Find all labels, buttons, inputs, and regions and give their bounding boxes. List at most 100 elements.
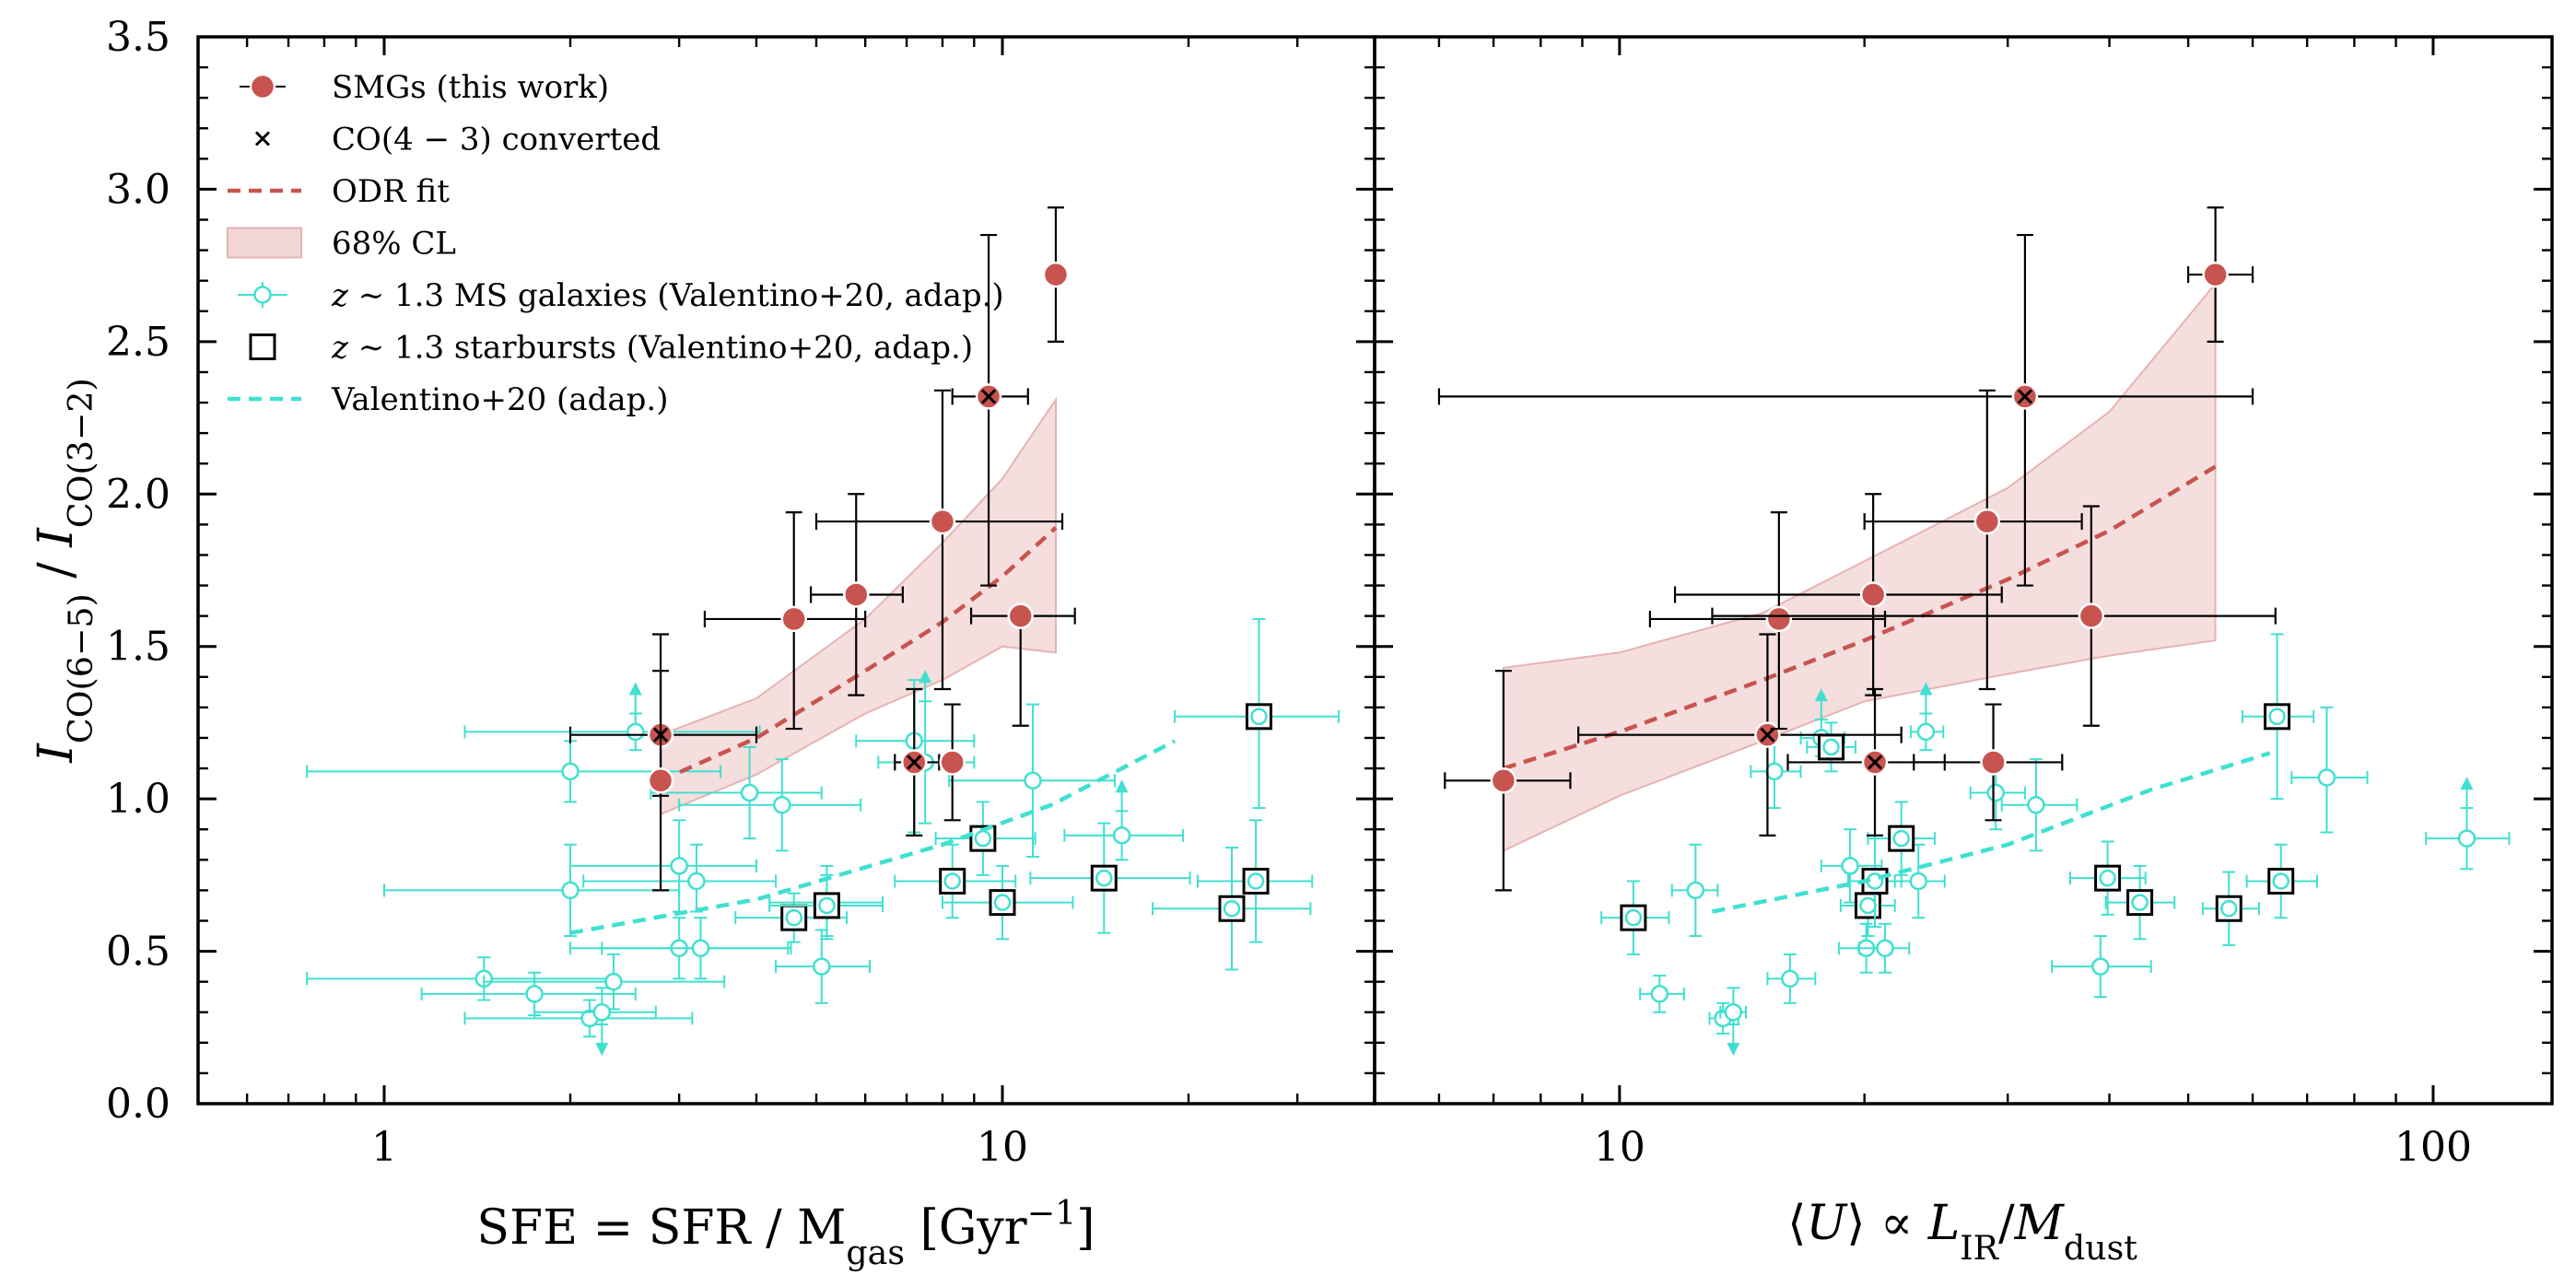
smg-point bbox=[939, 703, 966, 822]
ms-galaxy-marker bbox=[740, 783, 759, 802]
starburst-inner-marker bbox=[2220, 900, 2238, 918]
x-tick-label: 10 bbox=[977, 1124, 1028, 1171]
legend-item: z ∼ 1.3 starbursts (Valentino+20, adap.) bbox=[249, 330, 973, 367]
smg-point bbox=[1673, 493, 2003, 696]
ms-galaxy-marker bbox=[1909, 872, 1928, 891]
ms-galaxy-marker bbox=[1724, 1002, 1743, 1022]
axis-labels: SFE = SFR / Mgas [Gyr−1] ⟨U⟩ ∝ LIR/Mdust I… bbox=[29, 378, 2137, 1271]
legend-label: CO(4 − 3) converted bbox=[332, 122, 661, 158]
smg-point bbox=[969, 603, 1076, 727]
ms-galaxy-marker bbox=[1876, 939, 1894, 958]
legend-item: SMGs (this work) bbox=[240, 69, 609, 106]
legend-label: Valentino+20 (adap.) bbox=[331, 381, 668, 418]
ms-galaxy-marker bbox=[2091, 957, 2110, 976]
starburst-point bbox=[2245, 843, 2318, 919]
starburst-point bbox=[1197, 819, 1314, 943]
smg-point bbox=[2187, 206, 2254, 343]
converted-cross bbox=[1867, 755, 1883, 770]
ms-galaxy-point bbox=[2051, 935, 2152, 999]
ms-galaxy-marker bbox=[1650, 985, 1669, 1003]
starburst-inner-marker bbox=[2272, 872, 2289, 890]
starburst-inner-marker bbox=[818, 896, 836, 915]
starburst-point bbox=[2068, 840, 2147, 916]
smg-marker bbox=[1042, 261, 1070, 288]
starburst-inner-marker bbox=[2131, 894, 2149, 911]
starburst-inner-marker bbox=[1223, 900, 1241, 918]
y-tick-label: 2.0 bbox=[106, 471, 170, 518]
smg-point bbox=[894, 687, 941, 837]
smg-point bbox=[1648, 511, 1887, 731]
tick-labels: 1 10 0.0 0.5 1.0 1.5 2.0 2.5 3.0 3.5 bbox=[106, 14, 1028, 1171]
panel-frame-right bbox=[1373, 35, 2554, 1106]
x-tick-label: 10 bbox=[1594, 1124, 1645, 1171]
ms-galaxy-marker bbox=[1916, 722, 1936, 742]
ms-galaxy-marker bbox=[2317, 768, 2336, 787]
starbursts-series bbox=[734, 617, 1341, 971]
odr-fit-line bbox=[1503, 464, 2217, 771]
starburst-point bbox=[768, 873, 884, 938]
ms-galaxy-marker bbox=[525, 985, 544, 1003]
smg-point bbox=[647, 670, 674, 892]
starburst-point bbox=[1847, 834, 1903, 929]
y-tick-label: 0.5 bbox=[106, 929, 170, 976]
smg-point bbox=[1437, 233, 2254, 587]
starburst-inner-marker bbox=[1250, 708, 1268, 726]
smg-series bbox=[1437, 206, 2277, 892]
smg-marker bbox=[1973, 508, 2001, 535]
ms-galaxy-marker bbox=[1112, 826, 1131, 845]
smg-marker bbox=[939, 749, 966, 776]
y-tick-label: 0.0 bbox=[106, 1081, 170, 1128]
y-tick-label: 1.5 bbox=[106, 624, 170, 671]
starburst-point bbox=[734, 892, 849, 943]
smg-point bbox=[814, 389, 1064, 691]
smg-point bbox=[810, 493, 904, 696]
ms-galaxy-point bbox=[1670, 843, 1719, 938]
starburst-inner-marker bbox=[1095, 869, 1113, 887]
smg-marker bbox=[1765, 605, 1793, 633]
legend-cross-marker bbox=[254, 131, 271, 146]
ms-galaxy-point bbox=[2000, 758, 2078, 852]
ticks bbox=[1373, 35, 2552, 1106]
x-tick-label: 1 bbox=[371, 1124, 397, 1171]
smg-marker bbox=[647, 767, 674, 794]
ms-galaxy-point bbox=[1639, 975, 1685, 1013]
smg-point bbox=[703, 511, 867, 731]
ms-galaxy-marker bbox=[687, 872, 706, 891]
ms-galaxy-marker bbox=[1686, 881, 1705, 900]
panel-frames bbox=[196, 35, 2554, 1106]
y-tick-label: 2.5 bbox=[106, 319, 170, 366]
ms-galaxy-point bbox=[382, 843, 681, 938]
starburst-point bbox=[1867, 801, 1936, 876]
smg-marker bbox=[780, 605, 807, 633]
ms-galaxy-marker bbox=[691, 939, 710, 958]
starburst-inner-marker bbox=[785, 908, 802, 927]
legend-label: z ∼ 1.3 starbursts (Valentino+20, adap.) bbox=[331, 330, 973, 367]
starburst-inner-marker bbox=[993, 894, 1012, 911]
smg-series bbox=[568, 206, 1076, 892]
starburst-point bbox=[941, 864, 1074, 941]
ms-galaxy-point bbox=[2425, 777, 2511, 871]
x-axis-label-left: SFE = SFR / Mgas [Gyr−1] bbox=[476, 1193, 1095, 1272]
smg-marker bbox=[2078, 603, 2105, 629]
smg-marker bbox=[1859, 581, 1887, 608]
starburst-point bbox=[2104, 864, 2176, 941]
x-tick-label: 100 bbox=[2395, 1124, 2472, 1171]
ms-galaxy-point bbox=[1766, 953, 1817, 1004]
y-tick-label: 3.0 bbox=[106, 166, 170, 213]
starburst-point bbox=[1600, 880, 1670, 955]
legend-item: z ∼ 1.3 MS galaxies (Valentino+20, adap.… bbox=[238, 277, 1004, 314]
legend-item: ODR fit bbox=[228, 173, 450, 210]
smg-point bbox=[1042, 206, 1070, 343]
ms-galaxy-marker bbox=[592, 1002, 612, 1022]
legend-label: SMGs (this work) bbox=[332, 69, 609, 106]
ms-galaxy-point bbox=[2290, 706, 2369, 834]
ms-galaxy-marker bbox=[1841, 857, 1859, 875]
tick-labels: 10 100 bbox=[1594, 1124, 2472, 1171]
starburst-point bbox=[894, 843, 1017, 919]
smg-point bbox=[1711, 505, 2277, 727]
ms-galaxy-marker bbox=[2457, 829, 2476, 848]
ms-galaxy-marker bbox=[604, 972, 623, 991]
starburst-inner-marker bbox=[1624, 908, 1643, 927]
legend-item: CO(4 − 3) converted bbox=[254, 122, 661, 158]
converted-cross bbox=[980, 389, 997, 404]
